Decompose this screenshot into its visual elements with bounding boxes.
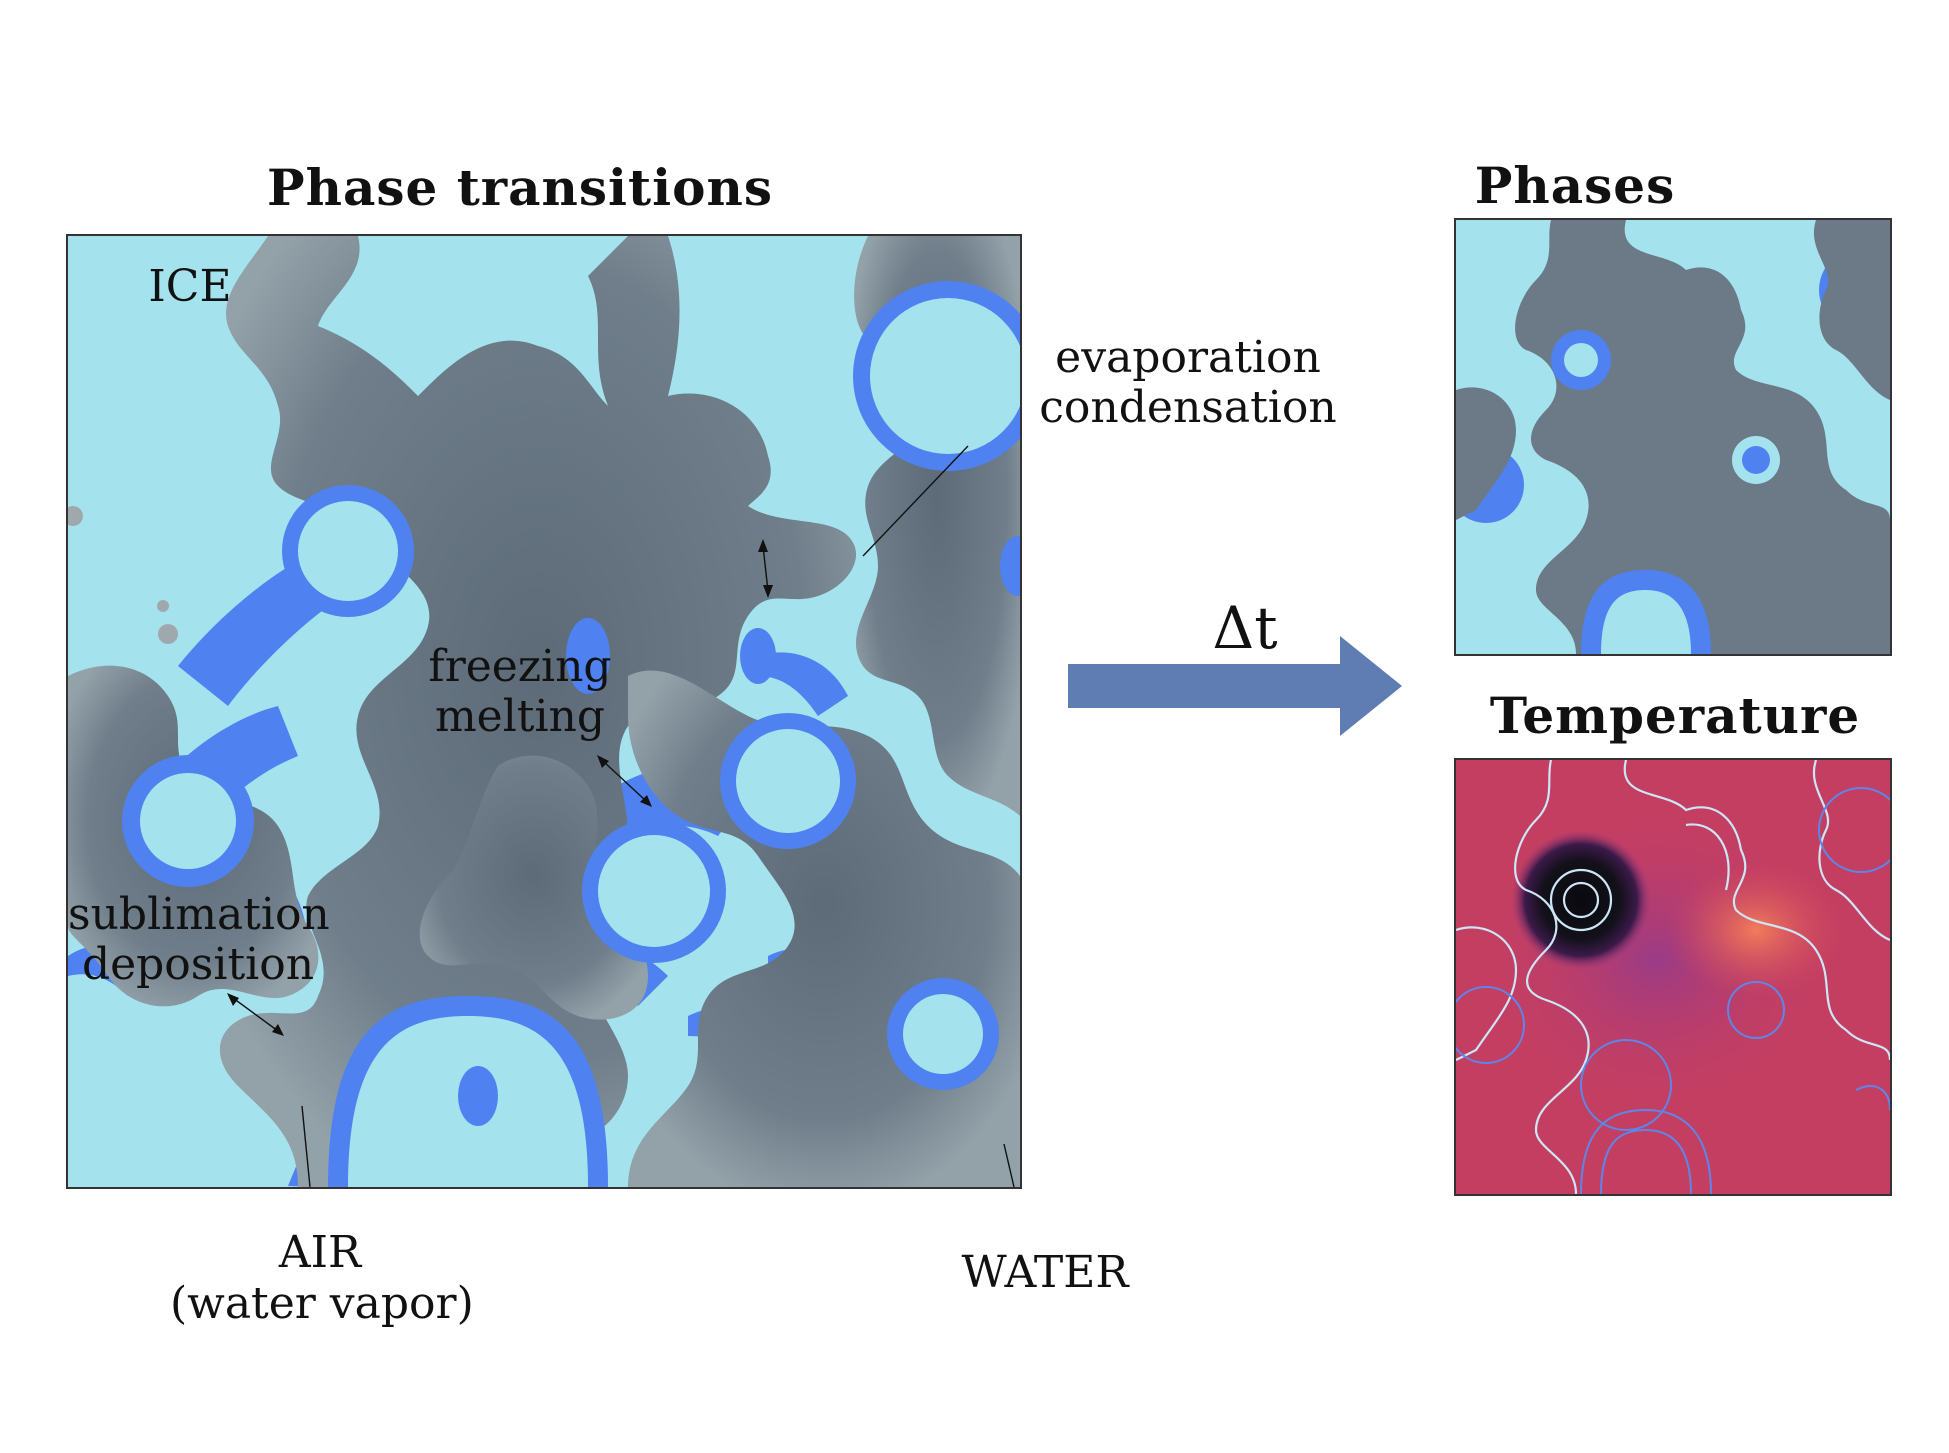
evaporation-label: evaporation [1055, 332, 1321, 383]
vapor-droplets [68, 506, 178, 644]
ring-inclusions [122, 281, 1020, 1187]
phases-title: Phases [1474, 156, 1676, 215]
water-label: WATER [961, 1247, 1129, 1298]
air-label: AIR [278, 1227, 362, 1278]
sublimation-label: sublimation [68, 889, 330, 940]
phases-panel [1454, 218, 1892, 656]
time-step-arrow [1068, 636, 1402, 736]
annotation-arrowheads [227, 539, 773, 1036]
deposition-label: deposition [81, 939, 315, 990]
condensation-label: condensation [1039, 382, 1337, 433]
temperature-contours [1456, 760, 1890, 1194]
temperature-panel [1454, 758, 1892, 1196]
melting-label: melting [434, 691, 606, 742]
main-title: Phase transitions [267, 158, 773, 217]
temperature-field [1456, 760, 1890, 1194]
main-phase-panel [66, 234, 1022, 1189]
water-droplets [458, 536, 1020, 1126]
annotation-lines [232, 445, 1015, 1187]
phases-air [1456, 220, 1890, 654]
phases-rings [1551, 330, 1780, 654]
time-step-label: Δt [1212, 594, 1278, 662]
phases-field [1456, 220, 1890, 654]
water-vapor-label: (water vapor) [170, 1278, 474, 1329]
freezing-label: freezing [428, 641, 612, 692]
main-phase-field [68, 236, 1020, 1187]
temperature-title: Temperature [1489, 686, 1861, 745]
ice-label: ICE [148, 261, 232, 312]
water-contours [1456, 787, 1890, 1194]
